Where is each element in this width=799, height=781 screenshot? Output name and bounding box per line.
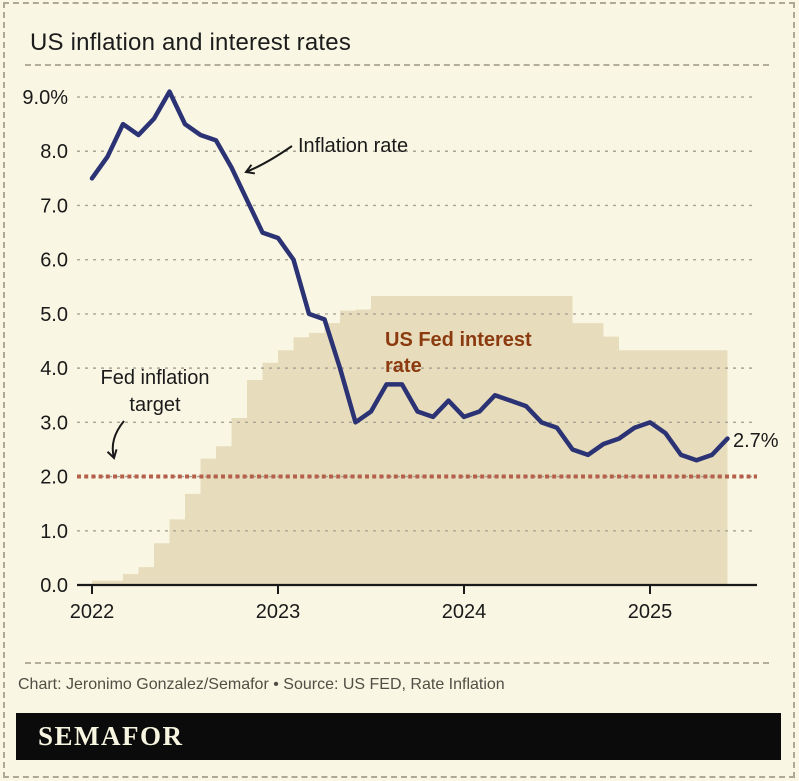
y-tick-label: 7.0 (40, 195, 68, 217)
fed-target-label-line2: target (129, 394, 181, 416)
semafor-logo-bar: SEMAFOR (16, 713, 781, 760)
fed-rate-label-line1: US Fed interest (385, 329, 532, 351)
fed-rate-label-line2: rate (385, 355, 422, 377)
y-tick-label: 9.0% (22, 87, 68, 109)
inflation-rate-arrow (245, 145, 293, 173)
y-tick-label: 5.0 (40, 304, 68, 326)
footer-divider (25, 662, 769, 664)
y-tick-label: 2.0 (40, 467, 68, 489)
y-tick-label: 3.0 (40, 412, 68, 434)
x-tick-label: 2023 (256, 601, 301, 623)
y-tick-label: 8.0 (40, 141, 68, 163)
x-tick-label: 2022 (70, 601, 115, 623)
fed-target-arrow-head (106, 449, 118, 460)
y-tick-label: 6.0 (40, 250, 68, 272)
semafor-logo: SEMAFOR (38, 721, 184, 751)
inflation-rate-label: Inflation rate (298, 135, 408, 157)
fed-rate-area (92, 296, 728, 585)
chart-svg: 2022 2023 2024 2025 0.0 1.0 2.0 3.0 4.0 5.0 6.0 7.0… (22, 87, 779, 623)
x-tick-label: 2024 (442, 601, 487, 623)
end-value-label: 2.7% (733, 430, 779, 452)
inflation-rate-arrow-head (244, 164, 256, 175)
y-tick-label: 0.0 (40, 575, 68, 597)
y-tick-label: 1.0 (40, 521, 68, 543)
inflation-line (89, 89, 730, 463)
chart-title: US inflation and interest rates (30, 29, 352, 57)
y-tick-label: 4.0 (40, 358, 68, 380)
fed-target-arrow (111, 420, 125, 459)
fed-target-label-line1: Fed inflation (101, 367, 210, 389)
x-tick-label: 2025 (628, 601, 673, 623)
title-divider (25, 64, 769, 66)
chart-credit: Chart: Jeronimo Gonzalez/Semafor • Sourc… (18, 676, 505, 693)
